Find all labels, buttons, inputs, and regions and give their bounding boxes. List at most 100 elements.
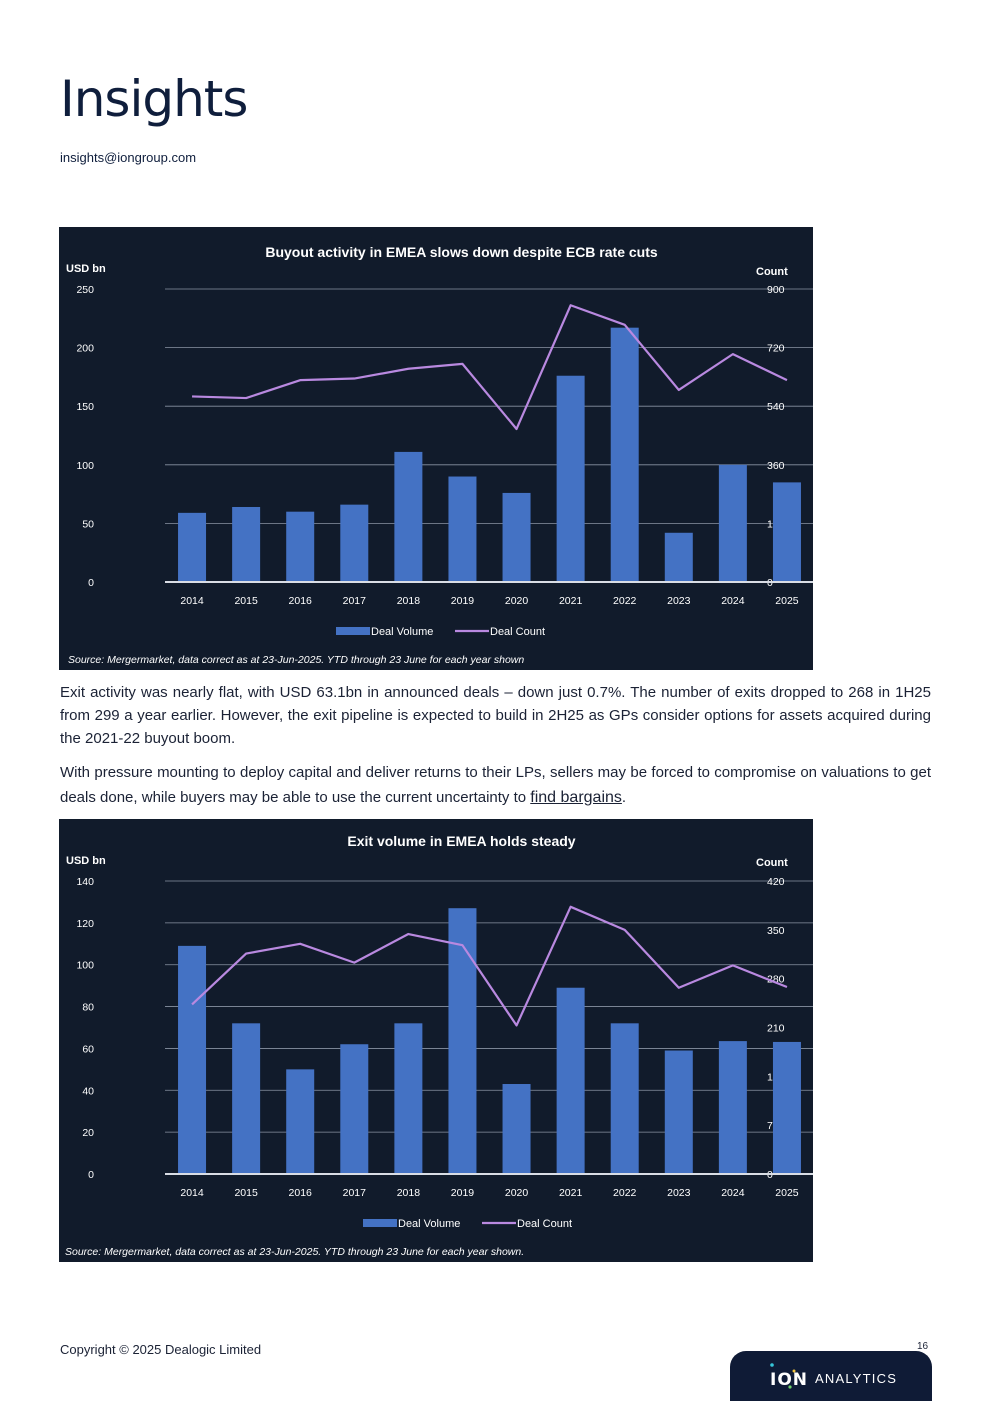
x-tick-label: 2025 xyxy=(775,595,799,607)
logo-sub: ANALYTICS xyxy=(815,1371,897,1386)
pressure-paragraph: With pressure mounting to deploy capital… xyxy=(60,760,931,810)
bar xyxy=(448,908,477,1174)
page-number: 16 xyxy=(917,1341,929,1352)
buyout-chart-svg: Buyout activity in EMEA slows down despi… xyxy=(66,244,813,666)
bar xyxy=(286,511,315,582)
legend-label: Deal Count xyxy=(517,1218,572,1230)
exit-volume-chart: Exit volume in EMEA holds steady USD bn Co… xyxy=(59,819,813,1262)
logo-dot-1 xyxy=(770,1363,774,1367)
x-tick-label: 2015 xyxy=(234,595,258,607)
ion-analytics-logo: ION ANALYTICS xyxy=(730,1351,932,1401)
x-tick-label: 2022 xyxy=(613,595,637,607)
y-tick-label: 20 xyxy=(82,1127,94,1139)
y2-tick-label: 70 xyxy=(767,1120,779,1132)
y-tick-label: 0 xyxy=(88,1169,94,1181)
legend-label: Deal Volume xyxy=(398,1218,460,1230)
deal-count-line xyxy=(192,304,788,431)
legend-swatch-bar xyxy=(336,627,370,635)
exit-activity-paragraph: Exit activity was nearly flat, with USD … xyxy=(60,684,931,747)
y-tick-label: 100 xyxy=(76,460,94,472)
chart-title: Exit volume in EMEA holds steady xyxy=(347,833,575,849)
copyright-text: Copyright © 2025 Dealogic Limited xyxy=(60,1342,262,1357)
bar xyxy=(664,532,693,582)
logo-dot-3 xyxy=(792,1369,796,1373)
bar xyxy=(502,492,531,582)
pressure-paragraph-text: With pressure mounting to deploy capital… xyxy=(60,764,931,806)
bar xyxy=(556,987,585,1174)
x-tick-label: 2019 xyxy=(451,595,475,607)
legend-swatch-bar xyxy=(363,1219,397,1227)
bar xyxy=(340,504,369,582)
x-tick-label: 2023 xyxy=(667,595,691,607)
bar xyxy=(340,1044,369,1174)
x-tick-label: 2022 xyxy=(613,1187,637,1199)
y2-axis-label: Count xyxy=(756,266,788,278)
y-tick-label: 40 xyxy=(82,1085,94,1097)
x-tick-label: 2023 xyxy=(667,1187,691,1199)
bar xyxy=(718,464,747,582)
y-axis-label: USD bn xyxy=(66,263,106,275)
y-tick-label: 80 xyxy=(82,1002,94,1014)
x-tick-label: 2018 xyxy=(397,1187,421,1199)
y-tick-label: 60 xyxy=(82,1043,94,1055)
page-title: Insights xyxy=(60,70,248,128)
legend-label: Deal Count xyxy=(490,626,545,638)
y2-tick-label: 350 xyxy=(767,925,785,937)
y-tick-label: 0 xyxy=(88,577,94,589)
exit-chart-svg: Exit volume in EMEA holds steady USD bn Co… xyxy=(65,833,813,1258)
x-tick-label: 2025 xyxy=(775,1187,799,1199)
y2-axis-label: Count xyxy=(756,857,788,869)
y2-tick-label: 210 xyxy=(767,1023,785,1035)
x-tick-label: 2014 xyxy=(180,1187,204,1199)
x-tick-label: 2015 xyxy=(234,1187,258,1199)
y-tick-label: 150 xyxy=(76,401,94,413)
y2-tick-label: 720 xyxy=(767,343,785,355)
bar xyxy=(610,1023,639,1174)
legend-label: Deal Volume xyxy=(371,626,433,638)
logo-svg: ION ANALYTICS xyxy=(770,1363,897,1390)
chart-title: Buyout activity in EMEA slows down despi… xyxy=(265,244,658,260)
logo-brand: ION xyxy=(770,1370,808,1390)
x-tick-label: 2020 xyxy=(505,595,529,607)
bar xyxy=(556,375,585,582)
y2-tick-label: 900 xyxy=(767,284,785,296)
bar xyxy=(448,476,477,582)
x-tick-label: 2014 xyxy=(180,595,204,607)
pressure-paragraph-end: . xyxy=(621,789,627,806)
y-tick-label: 250 xyxy=(76,284,94,296)
bar xyxy=(232,506,261,582)
find-bargains-link[interactable]: find bargains xyxy=(530,789,622,806)
bar xyxy=(502,1084,531,1174)
bar xyxy=(718,1041,747,1174)
x-tick-label: 2024 xyxy=(721,595,745,607)
x-tick-label: 2017 xyxy=(343,595,367,607)
x-tick-label: 2017 xyxy=(343,1187,367,1199)
x-tick-label: 2021 xyxy=(559,1187,583,1199)
bar xyxy=(178,512,207,582)
y2-tick-label: 540 xyxy=(767,401,785,413)
x-tick-label: 2016 xyxy=(289,595,313,607)
x-tick-label: 2018 xyxy=(397,595,421,607)
logo-dot-2 xyxy=(788,1385,792,1389)
bar xyxy=(664,1050,693,1174)
x-tick-label: 2024 xyxy=(721,1187,745,1199)
y-tick-label: 120 xyxy=(76,918,94,930)
chart-source: Source: Mergermarket, data correct as at… xyxy=(65,1246,524,1258)
y-tick-label: 100 xyxy=(76,960,94,972)
contact-email[interactable]: insights@iongroup.com xyxy=(60,150,197,165)
bar xyxy=(772,1041,801,1174)
bar xyxy=(178,945,207,1174)
x-tick-label: 2020 xyxy=(505,1187,529,1199)
y2-tick-label: 280 xyxy=(767,974,785,986)
y-tick-label: 140 xyxy=(76,876,94,888)
y2-tick-label: 420 xyxy=(767,876,785,888)
chart-source: Source: Mergermarket, data correct as at… xyxy=(68,654,524,666)
deal-count-line xyxy=(191,905,788,1027)
bar xyxy=(394,1023,423,1174)
y2-tick-label: 360 xyxy=(767,460,785,472)
x-tick-label: 2019 xyxy=(451,1187,475,1199)
bar xyxy=(286,1069,315,1174)
bar xyxy=(610,327,639,582)
bar xyxy=(394,451,423,582)
x-tick-label: 2016 xyxy=(289,1187,313,1199)
